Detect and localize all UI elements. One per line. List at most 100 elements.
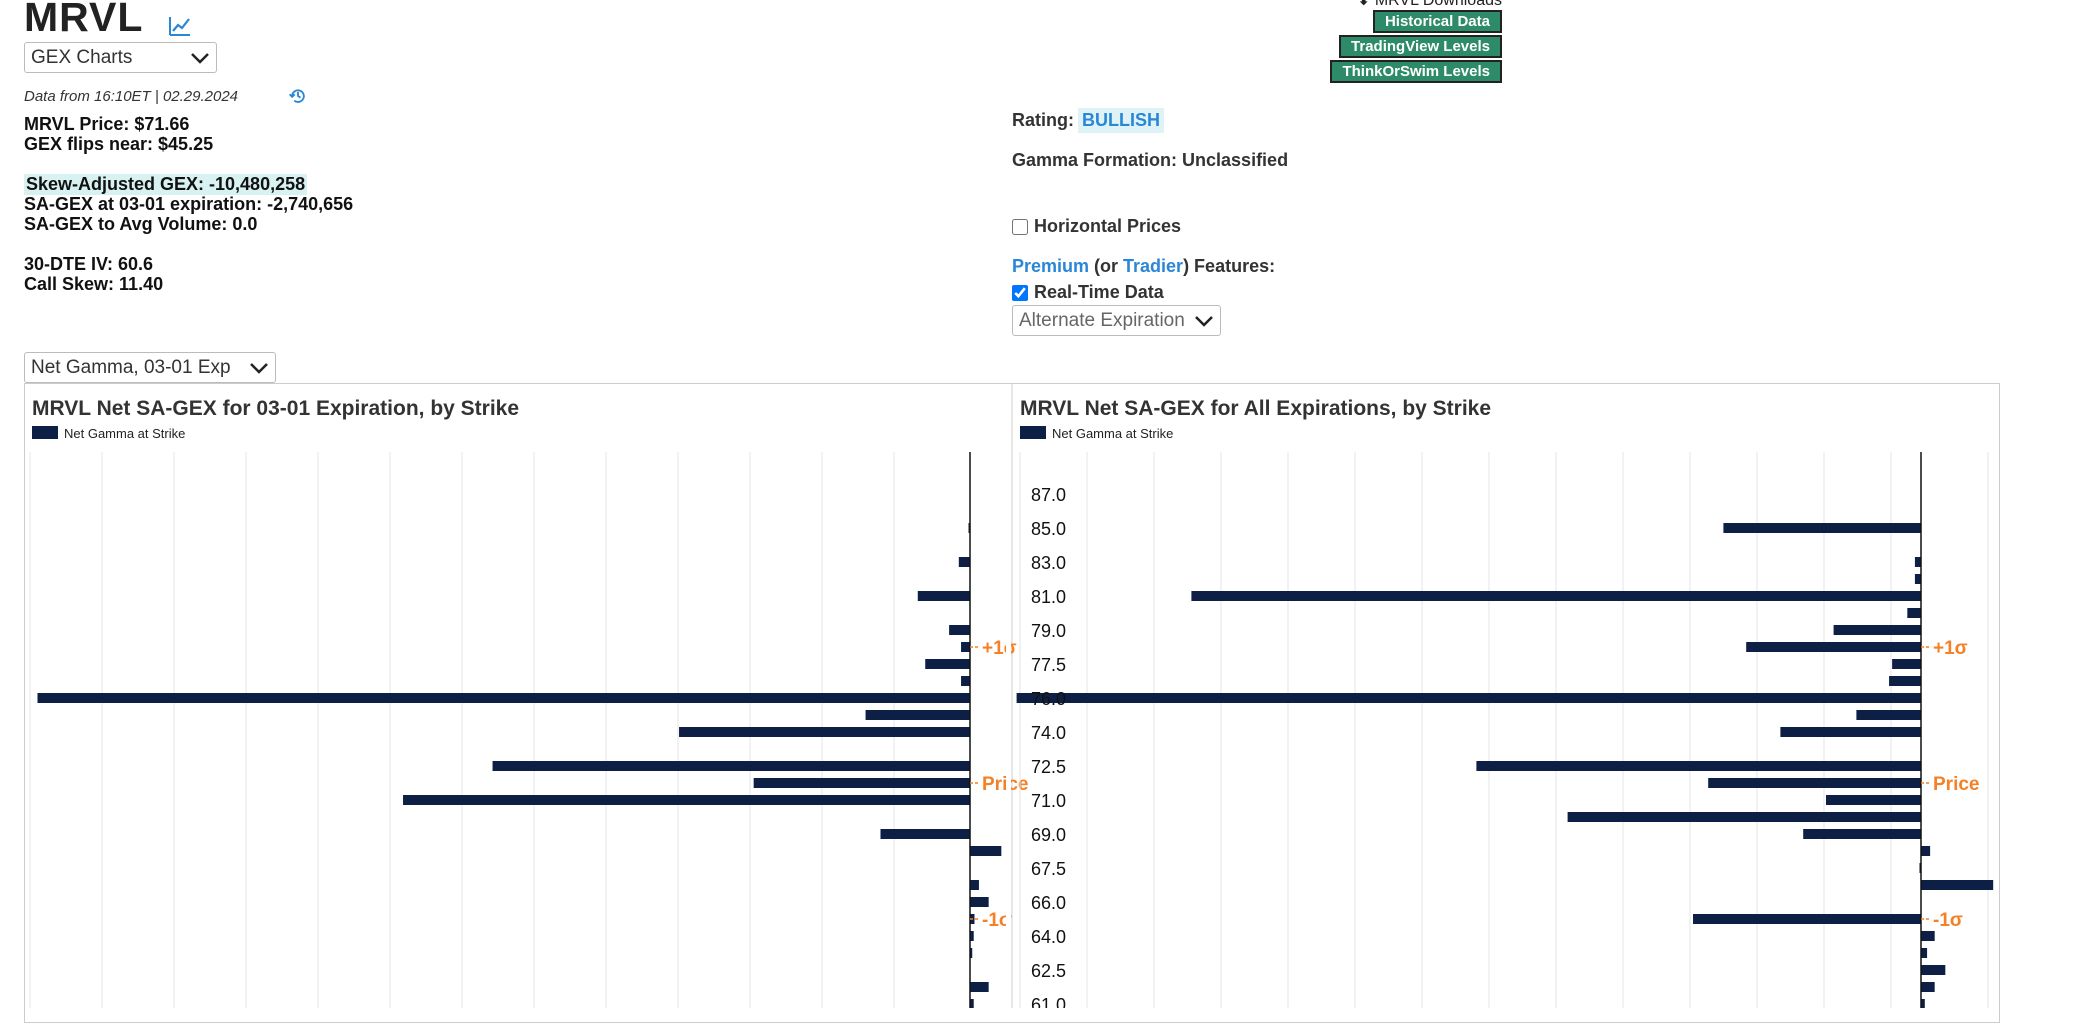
view-select[interactable]: GEX Charts bbox=[24, 42, 217, 73]
gamma-bar bbox=[917, 591, 970, 601]
gamma-bar bbox=[1016, 693, 1921, 703]
gamma-bar bbox=[958, 557, 970, 567]
strike-tick-label: 87.0 bbox=[1031, 485, 1066, 505]
gamma-bar bbox=[925, 659, 970, 669]
marker-label: +1σ bbox=[982, 638, 1017, 659]
gamma-bar bbox=[1780, 727, 1921, 737]
horizontal-prices-option[interactable]: Horizontal Prices bbox=[1012, 216, 1181, 237]
gamma-bar bbox=[1921, 965, 1946, 975]
gamma-bar bbox=[970, 897, 989, 907]
strike-tick-label: 85.0 bbox=[1031, 519, 1066, 539]
strike-tick-label: 67.5 bbox=[1031, 859, 1066, 879]
features-text: ) Features: bbox=[1183, 256, 1276, 276]
historical-data-button[interactable]: Historical Data bbox=[1372, 10, 1502, 33]
tradingview-levels-button[interactable]: TradingView Levels bbox=[1339, 35, 1502, 58]
strike-tick-label: 64.0 bbox=[1031, 927, 1066, 947]
strike-tick-label: 77.5 bbox=[1031, 655, 1066, 675]
strike-tick-label: 69.0 bbox=[1031, 825, 1066, 845]
gamma-bar bbox=[1856, 710, 1921, 720]
gamma-bar bbox=[880, 829, 970, 839]
gamma-bar bbox=[970, 931, 974, 941]
gamma-bar bbox=[679, 727, 970, 737]
gamma-bar bbox=[865, 710, 970, 720]
chevron-down-icon bbox=[1195, 315, 1213, 327]
alternate-expiration-select[interactable]: Alternate Expiration bbox=[1012, 305, 1221, 336]
gamma-bar bbox=[1708, 778, 1921, 788]
gamma-bar bbox=[1746, 642, 1921, 652]
sa-gex-stat: Skew-Adjusted GEX: -10,480,258 bbox=[24, 174, 308, 195]
chart-title: MRVL Net SA-GEX for 03-01 Expiration, by… bbox=[32, 397, 519, 420]
gamma-bar bbox=[753, 778, 970, 788]
downloads-title: ⬇ MRVL Downloads bbox=[1357, 0, 1502, 10]
marker-label: -1σ bbox=[982, 910, 1012, 931]
marker-label: Price bbox=[1933, 774, 1979, 795]
real-time-checkbox[interactable] bbox=[1012, 284, 1028, 301]
history-icon[interactable] bbox=[288, 86, 308, 106]
horizontal-prices-checkbox[interactable] bbox=[1012, 218, 1028, 235]
strike-tick-label: 83.0 bbox=[1031, 553, 1066, 573]
gamma-bar bbox=[970, 982, 989, 992]
strike-tick-label: 81.0 bbox=[1031, 587, 1066, 607]
gamma-bar bbox=[961, 676, 970, 686]
gamma-bar bbox=[970, 948, 973, 958]
chart-type-value: Net Gamma, 03-01 Exp bbox=[31, 356, 231, 378]
gamma-bar bbox=[970, 846, 1002, 856]
gamma-bar bbox=[1723, 523, 1921, 533]
legend-swatch bbox=[1020, 426, 1046, 439]
gamma-bar bbox=[492, 761, 970, 771]
gamma-bar bbox=[1803, 829, 1921, 839]
view-select-value: GEX Charts bbox=[31, 46, 133, 68]
gamma-bar bbox=[1921, 948, 1928, 958]
marker-label: -1σ bbox=[1933, 910, 1963, 931]
gamma-bar bbox=[949, 625, 970, 635]
strike-tick-label: 66.0 bbox=[1031, 893, 1066, 913]
gamma-bar bbox=[1921, 846, 1931, 856]
tradier-link[interactable]: Tradier bbox=[1123, 256, 1184, 276]
line-chart-icon[interactable] bbox=[168, 14, 192, 38]
gamma-bar bbox=[1889, 676, 1921, 686]
strike-tick-label: 74.0 bbox=[1031, 723, 1066, 743]
strike-tick-label: 71.0 bbox=[1031, 791, 1066, 811]
rating-label: Rating: bbox=[1012, 110, 1074, 130]
call-skew-stat: Call Skew: 11.40 bbox=[24, 274, 164, 294]
premium-features-line: Premium (or Tradier) Features: bbox=[1012, 256, 1275, 277]
gamma-bar bbox=[1833, 625, 1921, 635]
thinkorswim-levels-button[interactable]: ThinkOrSwim Levels bbox=[1330, 60, 1502, 83]
strike-tick-label: 61.0 bbox=[1031, 995, 1066, 1008]
gamma-bar bbox=[1826, 795, 1921, 805]
chart-type-select[interactable]: Net Gamma, 03-01 Exp bbox=[24, 352, 276, 383]
gamma-bar bbox=[1567, 812, 1921, 822]
chevron-down-icon bbox=[191, 52, 209, 64]
price-stat: MRVL Price: $71.66 bbox=[24, 114, 190, 134]
premium-or-text: (or bbox=[1089, 256, 1124, 276]
download-icon: ⬇ bbox=[1356, 0, 1371, 9]
gamma-formation: Gamma Formation: Unclassified bbox=[1012, 150, 1289, 170]
gamma-bar bbox=[970, 880, 979, 890]
marker-label: +1σ bbox=[1933, 638, 1968, 659]
real-time-label: Real-Time Data bbox=[1034, 282, 1164, 302]
gamma-bar bbox=[970, 999, 974, 1008]
strike-tick-label: 76.0 bbox=[1031, 689, 1066, 709]
rating-badge: BULLISH bbox=[1078, 108, 1164, 133]
gamma-bar bbox=[961, 642, 970, 652]
downloads-label: MRVL Downloads bbox=[1374, 0, 1502, 9]
gamma-bar bbox=[1693, 914, 1921, 924]
gamma-bar bbox=[1907, 608, 1921, 618]
gamma-bar bbox=[403, 795, 970, 805]
flip-stat: GEX flips near: $45.25 bbox=[24, 134, 214, 154]
gamma-bar bbox=[1892, 659, 1921, 669]
ticker-title: MRVL bbox=[24, 0, 144, 40]
left-plot-edge bbox=[1006, 452, 1011, 1008]
chart-title: MRVL Net SA-GEX for All Expirations, by … bbox=[1020, 397, 1491, 420]
premium-link[interactable]: Premium bbox=[1012, 256, 1090, 276]
gamma-bar bbox=[37, 693, 970, 703]
strike-tick-label: 79.0 bbox=[1031, 621, 1066, 641]
chevron-down-icon bbox=[250, 362, 268, 374]
gamma-bar bbox=[1921, 931, 1935, 941]
legend-swatch bbox=[32, 426, 58, 439]
strike-tick-label: 72.5 bbox=[1031, 757, 1066, 777]
gamma-bar bbox=[1914, 574, 1921, 584]
horizontal-prices-label: Horizontal Prices bbox=[1034, 216, 1182, 236]
real-time-option[interactable]: Real-Time Data bbox=[1012, 282, 1164, 303]
